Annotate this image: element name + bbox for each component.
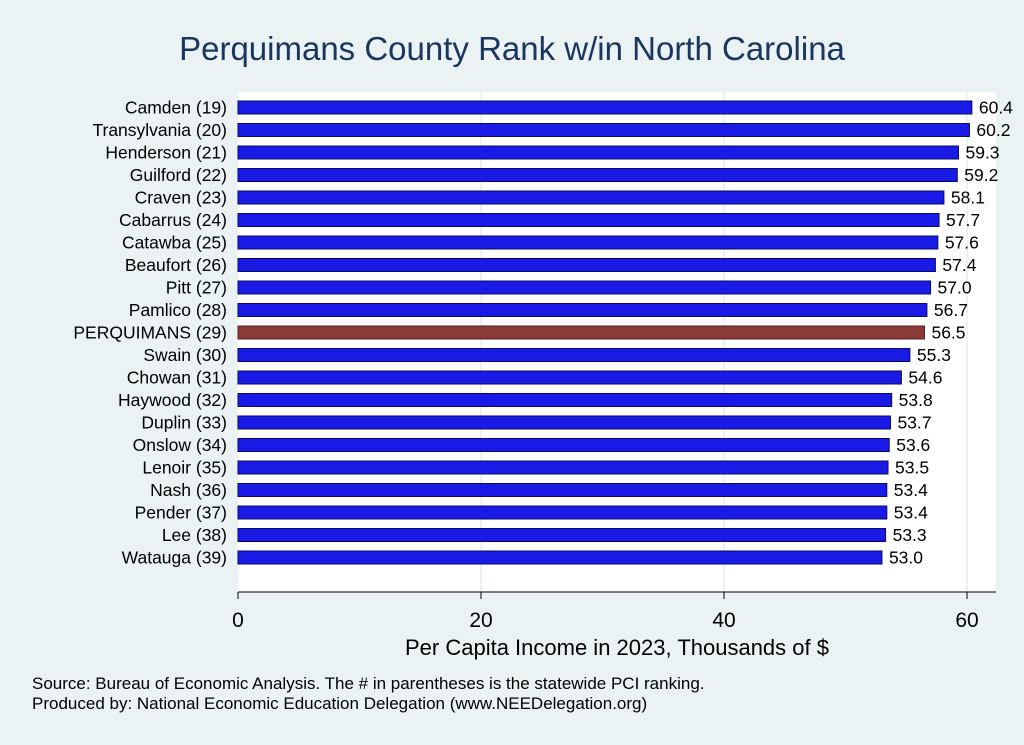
chart-title: Perquimans County Rank w/in North Caroli… [179,30,845,67]
value-label: 53.5 [895,458,929,478]
category-label: Haywood (32) [118,390,227,410]
bar [237,550,883,565]
x-tick-label: 40 [712,609,735,632]
category-label: Cabarrus (24) [119,210,227,230]
bar [237,415,891,430]
category-label: Lee (38) [162,525,227,545]
bar [237,528,887,542]
value-label: 59.2 [964,165,998,185]
category-label: Pitt (27) [166,278,227,298]
value-label: 54.6 [908,368,942,388]
bar [237,280,932,295]
value-label: 53.4 [894,503,928,523]
category-label: Henderson (21) [105,143,227,163]
bar [237,460,889,475]
bar [237,213,940,227]
value-label: 53.7 [897,413,931,433]
value-label: 53.6 [896,435,930,455]
value-label: 57.4 [942,255,976,275]
category-label: Camden (19) [125,98,227,118]
category-label: Lenoir (35) [142,458,227,478]
bar [237,438,890,452]
x-tick-label: 0 [232,609,244,632]
value-labels: 60.460.2 59.359.2 58.157.7 57.657.4 57.056.7… [889,98,1013,568]
value-label: 53.8 [899,390,933,410]
x-tick-label: 20 [469,609,492,632]
bar [237,393,893,407]
value-label: 59.3 [965,143,999,163]
category-label: Pamlico (28) [129,300,227,320]
bar [237,483,888,497]
category-label: Watauga (39) [122,548,227,568]
category-label: Swain (30) [143,345,227,365]
bar [237,235,939,250]
category-label: Transylvania (20) [92,120,227,140]
category-label: Catawba (25) [122,233,227,253]
value-label: 60.2 [976,120,1010,140]
bar [237,145,959,160]
source-note: Source: Bureau of Economic Analysis. The… [32,674,705,693]
producer-note: Produced by: National Economic Education… [32,694,647,713]
value-label: 56.5 [931,323,965,343]
value-label: 55.3 [917,345,951,365]
category-labels: Camden (19)Transylvania (20) Henderson (2… [73,98,227,568]
bar [237,100,973,115]
value-label: 57.7 [946,210,980,230]
bar [237,370,902,385]
value-label: 57.0 [938,278,972,298]
category-label: PERQUIMANS (29) [73,323,227,343]
bar [237,303,928,317]
value-label: 57.6 [945,233,979,253]
bar [237,348,911,362]
category-label: Pender (37) [135,503,227,523]
bar [237,190,945,205]
x-axis-ticks: 0 20 40 60 [232,592,979,632]
bar [237,168,958,182]
value-label: 58.1 [951,188,985,208]
bar [237,123,970,137]
bar-highlight [237,325,925,340]
x-axis-title: Per Capita Income in 2023, Thousands of … [405,635,829,660]
value-label: 53.3 [893,525,927,545]
category-label: Chowan (31) [127,368,227,388]
bar [237,505,888,520]
category-label: Beaufort (26) [125,255,227,275]
value-label: 60.4 [979,98,1013,118]
bar [237,258,936,272]
category-label: Onslow (34) [133,435,227,455]
category-label: Nash (36) [150,480,227,500]
category-label: Craven (23) [135,188,227,208]
x-tick-label: 60 [955,609,978,632]
category-label: Duplin (33) [141,413,227,433]
value-label: 53.4 [894,480,928,500]
category-label: Guilford (22) [130,165,227,185]
value-label: 53.0 [889,548,923,568]
bars [237,100,973,565]
value-label: 56.7 [934,300,968,320]
